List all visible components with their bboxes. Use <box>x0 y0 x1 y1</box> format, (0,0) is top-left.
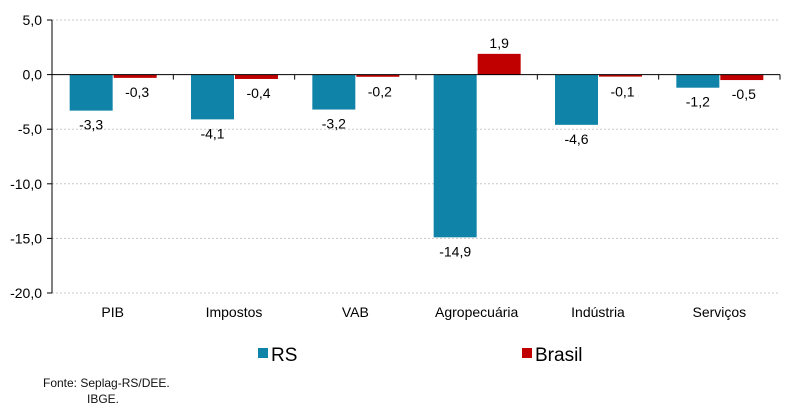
x-tick-label: Indústria <box>571 304 625 320</box>
bar-brasil <box>113 74 157 78</box>
x-tick-label: Agropecuária <box>435 304 518 320</box>
bar-brasil <box>477 53 521 75</box>
bar-rs <box>69 74 113 111</box>
bar-brasil <box>356 74 400 77</box>
y-tick-label: -5,0 <box>18 121 42 137</box>
data-label: 1,9 <box>489 35 509 51</box>
source-line-2: IBGE. <box>87 392 120 406</box>
data-label: -1,2 <box>686 94 710 110</box>
data-label: -14,9 <box>439 243 471 259</box>
source-note: Fonte: Seplag-RS/DEE. IBGE. <box>43 375 170 407</box>
y-tick-label: -15,0 <box>10 230 42 246</box>
data-label: -4,1 <box>200 125 224 141</box>
y-tick-label: 5,0 <box>23 12 43 28</box>
data-label: -0,2 <box>368 84 392 100</box>
x-tick-label: Serviços <box>692 304 746 320</box>
bar-rs <box>555 74 598 125</box>
x-tick-label: PIB <box>101 304 124 320</box>
legend-label-brasil: Brasil <box>535 345 583 366</box>
bar-rs <box>312 74 356 110</box>
legend-label-rs: RS <box>271 345 297 366</box>
data-label: -0,3 <box>125 84 149 100</box>
x-tick-label: VAB <box>342 304 369 320</box>
data-label: -0,1 <box>610 84 634 100</box>
bar-rs <box>433 74 477 238</box>
bar-brasil <box>599 74 642 77</box>
legend-swatch-brasil <box>522 348 532 358</box>
bar-brasil <box>235 74 278 79</box>
bar-brasil <box>720 74 764 81</box>
y-tick-label: -10,0 <box>10 176 42 192</box>
legend-swatch-rs <box>258 348 268 358</box>
data-label: -4,6 <box>564 131 588 147</box>
data-label: -3,3 <box>79 117 103 133</box>
source-line-1: Fonte: Seplag-RS/DEE. <box>43 376 170 390</box>
y-tick-label: 0,0 <box>23 67 43 83</box>
data-label: -0,4 <box>246 85 270 101</box>
bar-rs <box>676 74 720 88</box>
data-label: -3,2 <box>322 116 346 132</box>
y-tick-label: -20,0 <box>10 285 42 301</box>
x-tick-label: Impostos <box>206 304 263 320</box>
data-label: -0,5 <box>732 86 756 102</box>
bar-rs <box>191 74 234 120</box>
